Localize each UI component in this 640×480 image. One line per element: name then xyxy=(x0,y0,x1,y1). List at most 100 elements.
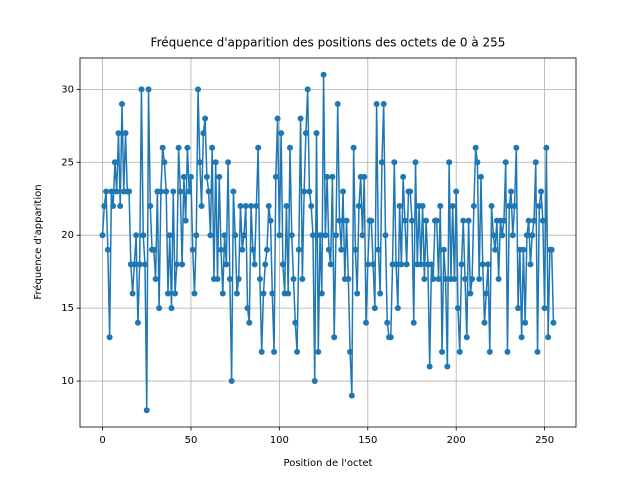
data-point xyxy=(244,305,251,312)
data-point xyxy=(191,290,198,297)
data-point xyxy=(145,86,152,93)
data-point xyxy=(147,203,154,210)
data-point xyxy=(202,115,209,122)
data-point xyxy=(198,203,205,210)
data-point xyxy=(527,261,534,268)
data-point xyxy=(352,246,359,253)
data-point xyxy=(106,334,113,341)
data-point xyxy=(382,232,389,239)
x-tick-label: 250 xyxy=(535,435,554,446)
data-point xyxy=(522,319,529,326)
data-point xyxy=(373,100,380,107)
data-point xyxy=(338,246,345,253)
data-point xyxy=(520,246,527,253)
data-point xyxy=(440,246,447,253)
data-point xyxy=(410,319,417,326)
data-point xyxy=(375,246,382,253)
data-point xyxy=(218,246,225,253)
data-point xyxy=(407,188,414,195)
data-point xyxy=(272,173,279,180)
data-point xyxy=(518,334,525,341)
data-point xyxy=(256,275,263,282)
data-point xyxy=(104,246,111,253)
data-point xyxy=(490,232,497,239)
data-point xyxy=(463,334,470,341)
data-point xyxy=(449,203,456,210)
data-point xyxy=(141,261,148,268)
data-point xyxy=(419,203,426,210)
data-point xyxy=(248,203,255,210)
data-point xyxy=(387,334,394,341)
data-point xyxy=(412,159,419,166)
data-point xyxy=(219,290,226,297)
data-point xyxy=(508,188,515,195)
data-point xyxy=(241,232,248,239)
data-point xyxy=(506,203,513,210)
data-point xyxy=(101,203,108,210)
data-point xyxy=(458,261,465,268)
data-point xyxy=(477,173,484,180)
data-point xyxy=(401,217,408,224)
data-point xyxy=(378,159,385,166)
data-point xyxy=(347,348,354,355)
data-point xyxy=(437,203,444,210)
data-point xyxy=(251,261,258,268)
data-point xyxy=(195,86,202,93)
y-tick-label: 25 xyxy=(61,157,74,168)
data-point xyxy=(488,203,495,210)
data-point xyxy=(306,188,313,195)
data-point xyxy=(246,319,253,326)
data-point xyxy=(495,275,502,282)
y-tick-label: 30 xyxy=(61,84,74,95)
data-point xyxy=(509,232,516,239)
data-point xyxy=(396,203,403,210)
data-point xyxy=(285,290,292,297)
data-point xyxy=(311,378,318,385)
data-point xyxy=(179,261,186,268)
data-point xyxy=(426,363,433,370)
data-point xyxy=(110,203,117,210)
data-point xyxy=(297,115,304,122)
data-point xyxy=(529,232,536,239)
data-point xyxy=(143,407,150,414)
data-point xyxy=(325,246,332,253)
data-point xyxy=(133,232,140,239)
data-point xyxy=(255,144,262,151)
data-point xyxy=(539,217,546,224)
y-tick-label: 10 xyxy=(61,376,74,387)
x-tick-label: 200 xyxy=(447,435,466,446)
data-point xyxy=(400,173,407,180)
data-point xyxy=(140,232,147,239)
data-point xyxy=(334,100,341,107)
data-point xyxy=(150,246,157,253)
data-point xyxy=(286,144,293,151)
data-point xyxy=(212,159,219,166)
data-point xyxy=(269,290,276,297)
data-point xyxy=(324,173,331,180)
data-point xyxy=(288,232,295,239)
data-point xyxy=(108,188,115,195)
data-point xyxy=(444,363,451,370)
data-point xyxy=(168,305,175,312)
data-point xyxy=(403,261,410,268)
data-point xyxy=(320,71,327,78)
data-point xyxy=(263,246,270,253)
data-point xyxy=(380,100,387,107)
data-point xyxy=(308,203,315,210)
data-point xyxy=(345,275,352,282)
data-point xyxy=(398,261,405,268)
data-point xyxy=(430,275,437,282)
data-point xyxy=(235,275,242,282)
data-point xyxy=(103,188,110,195)
x-tick-label: 50 xyxy=(185,435,198,446)
data-point xyxy=(239,246,246,253)
data-point xyxy=(193,232,200,239)
data-point xyxy=(453,188,460,195)
data-point xyxy=(216,173,223,180)
data-point xyxy=(423,217,430,224)
data-point xyxy=(359,232,366,239)
data-point xyxy=(536,203,543,210)
data-point xyxy=(472,144,479,151)
data-point xyxy=(166,232,173,239)
